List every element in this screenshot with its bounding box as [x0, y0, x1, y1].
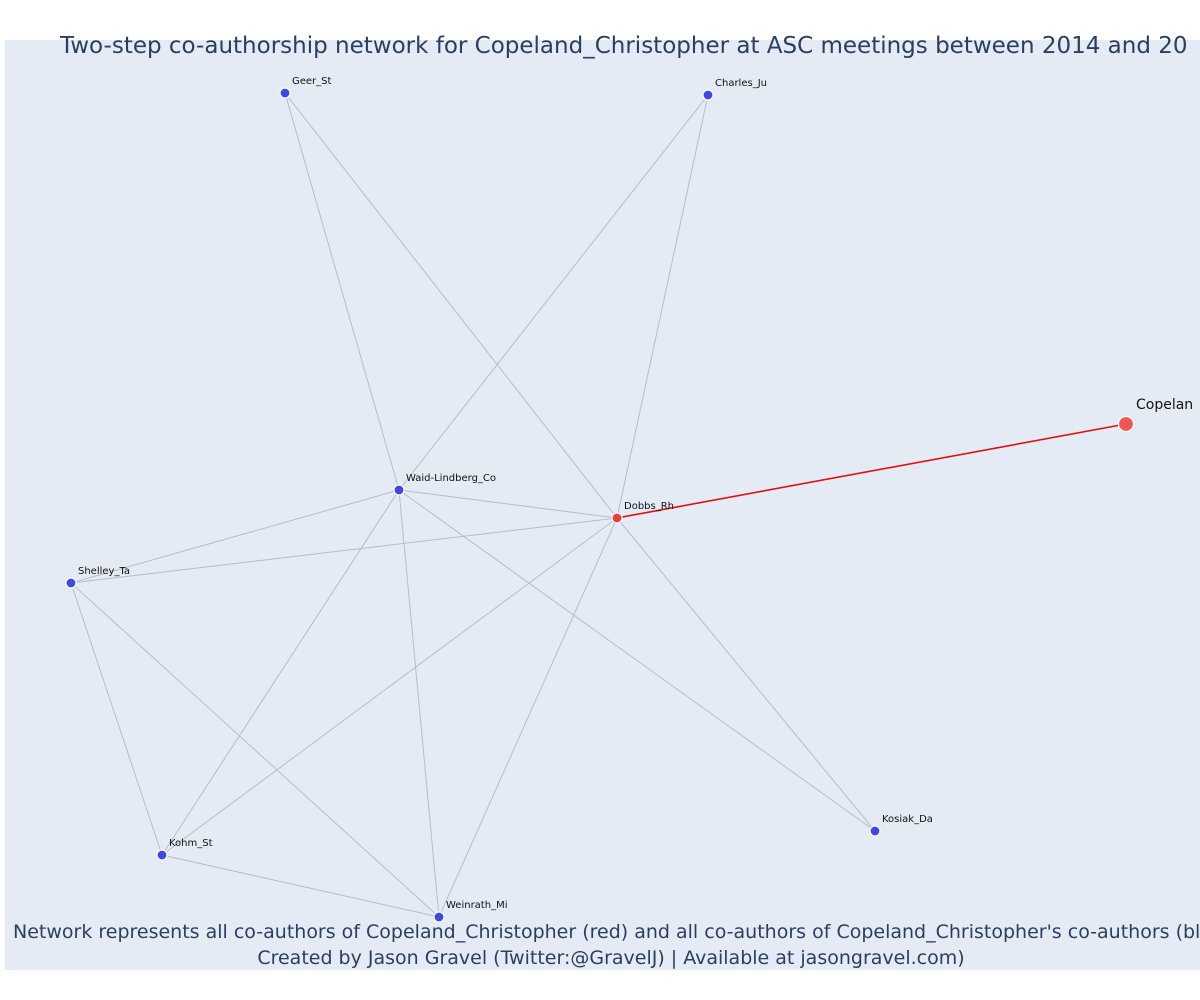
edge-dobbs-rh-kosiak-da	[616, 517, 876, 832]
edge-kohm-st-weinrath-mi	[161, 854, 440, 918]
node-shelley-ta[interactable]	[65, 577, 77, 589]
node-kohm-st[interactable]	[156, 849, 168, 861]
nodes-layer	[65, 87, 1135, 923]
node-label-kosiak-da: Kosiak_Da	[882, 814, 933, 825]
node-label-dobbs-rh: Dobbs_Rh	[624, 501, 674, 512]
node-dobbs-rh[interactable]	[611, 512, 623, 524]
node-kosiak-da[interactable]	[869, 825, 881, 837]
edge-dobbs-rh-kohm-st	[161, 517, 618, 856]
caption-line-1: Network represents all co-authors of Cop…	[13, 921, 1200, 943]
edge-waid-lindberg-co-shelley-ta	[70, 489, 400, 584]
edge-shelley-ta-weinrath-mi	[70, 582, 440, 918]
edge-dobbs-rh-shelley-ta	[70, 517, 618, 584]
node-label-weinrath-mi: Weinrath_Mi	[446, 900, 507, 911]
node-label-kohm-st: Kohm_St	[169, 838, 213, 849]
edge-waid-lindberg-co-kosiak-da	[398, 489, 876, 832]
node-label-charles-ju: Charles_Ju	[715, 78, 767, 89]
edge-dobbs-rh-weinrath-mi	[438, 517, 618, 918]
node-label-shelley-ta: Shelley_Ta	[78, 566, 130, 577]
edge-dobbs-rh-waid-lindberg-co	[398, 489, 618, 519]
labels-layer: Copelan Dobbs_Rh Geer_St Charles_Ju Waid-Lin…	[78, 76, 1193, 911]
edge-waid-lindberg-co-kohm-st	[161, 489, 400, 856]
node-geer-st[interactable]	[279, 87, 291, 99]
edge-dobbs-rh-charles-ju	[616, 94, 709, 519]
edge-dobbs-rh-geer-st	[284, 92, 618, 519]
node-waid-lindberg-co[interactable]	[393, 484, 405, 496]
node-weinrath-mi[interactable]	[433, 911, 445, 923]
node-label-geer-st: Geer_St	[292, 76, 332, 87]
node-label-waid-lindberg-co: Waid-Lindberg_Co	[406, 473, 496, 484]
caption-line-2: Created by Jason Gravel (Twitter:@Gravel…	[257, 947, 964, 969]
edge-waid-lindberg-co-geer-st	[284, 92, 400, 491]
edges-layer	[70, 92, 1127, 918]
chart-title: Two-step co-authorship network for Copel…	[59, 33, 1188, 59]
node-charles-ju[interactable]	[702, 89, 714, 101]
edge-waid-lindberg-co-charles-ju	[398, 94, 709, 491]
edge-waid-lindberg-co-weinrath-mi	[398, 489, 440, 918]
edge-copeland-christopher-dobbs-rh	[616, 423, 1127, 519]
node-label-copeland-christopher: Copelan	[1136, 397, 1193, 413]
edge-shelley-ta-kohm-st	[70, 582, 163, 856]
plot-area	[5, 40, 1200, 970]
node-copeland-christopher[interactable]	[1117, 415, 1135, 433]
